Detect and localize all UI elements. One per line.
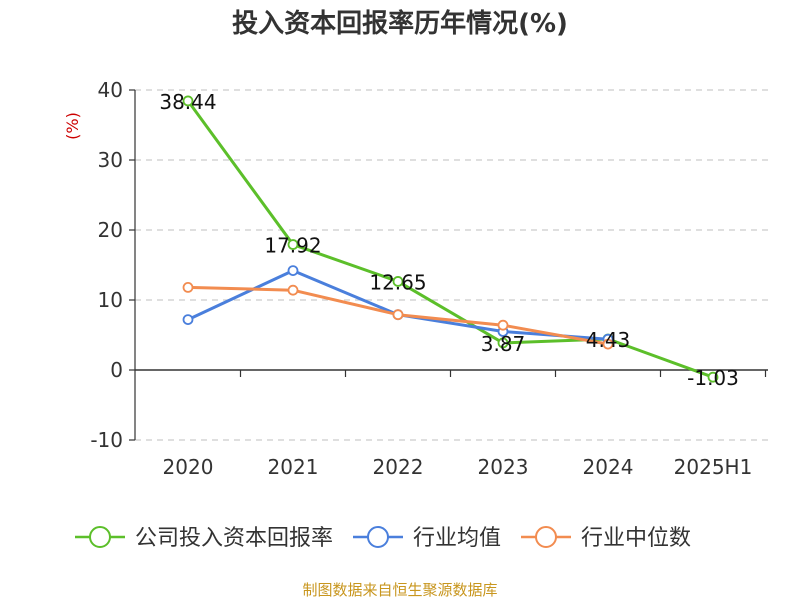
legend-label: 公司投入资本回报率: [135, 526, 333, 551]
chart-title: 投入资本回报率历年情况(%): [232, 8, 568, 39]
axes: 40 30 20 10 0 -10 2020 2021 2022 2023 2024 2025H1: [90, 78, 768, 479]
x-tick-label: 2023: [478, 455, 529, 479]
y-tick-label: -10: [90, 428, 123, 452]
x-tick-label: 2021: [268, 455, 319, 479]
legend-swatch-marker: [89, 526, 111, 548]
x-tick-label: 2024: [583, 455, 634, 479]
data-label: 17.92: [264, 234, 321, 258]
data-label: -1.03: [687, 366, 739, 390]
series-point: [602, 338, 614, 350]
series-point: [392, 309, 404, 321]
series-point: [392, 276, 404, 287]
legend-label: 行业中位数: [581, 526, 691, 551]
series-point: [707, 371, 719, 383]
series-point: [287, 265, 299, 277]
series-point: [497, 337, 509, 349]
series-group: [182, 95, 719, 383]
data-label: 12.65: [369, 270, 426, 294]
legend-label: 行业均值: [413, 526, 501, 551]
data-label: 38.44: [159, 90, 216, 114]
legend-swatch-marker: [535, 526, 557, 548]
y-tick-label: 30: [98, 148, 123, 172]
y-tick-label: 40: [98, 78, 123, 102]
series-line: [186, 100, 714, 379]
source-note: 制图数据来自恒生聚源数据库: [302, 581, 497, 599]
data-labels: 38.44 17.92 12.65 3.87 4.43 -1.03: [159, 90, 739, 390]
series-point: [182, 281, 194, 293]
x-tick-label: 2022: [373, 455, 424, 479]
legend: 公司投入资本回报率 行业均值 行业中位数: [75, 526, 691, 551]
grid-lines: [135, 89, 768, 441]
y-tick-label: 10: [98, 288, 123, 312]
data-label: 4.43: [586, 328, 631, 352]
series-point: [182, 314, 194, 326]
x-tick-label: 2025H1: [674, 455, 753, 479]
y-axis-unit: (%): [63, 112, 82, 140]
data-label: 3.87: [481, 332, 526, 356]
series-point: [287, 284, 299, 296]
x-tick-label: 2020: [163, 455, 214, 479]
y-tick-label: 0: [110, 358, 123, 382]
series-point: [287, 239, 299, 250]
legend-swatch-marker: [367, 526, 389, 548]
series-point: [497, 319, 509, 331]
y-tick-label: 20: [98, 218, 123, 242]
series-point: [182, 95, 194, 107]
